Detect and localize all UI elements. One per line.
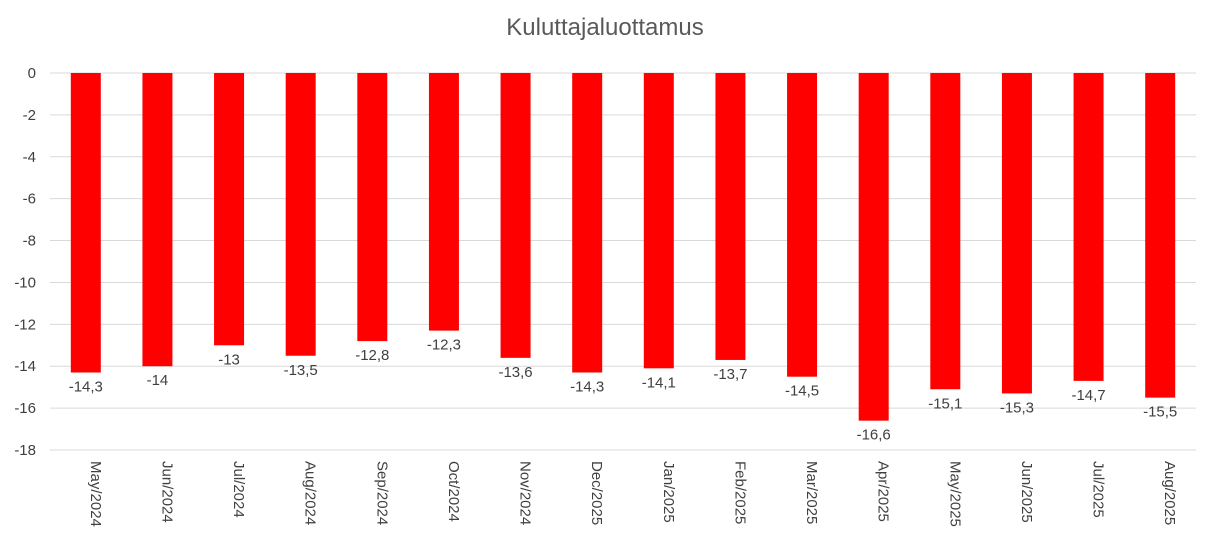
data-label: -14 — [147, 372, 169, 389]
bar — [214, 73, 245, 346]
y-tick-label: -10 — [14, 274, 36, 291]
data-label: -13,6 — [498, 364, 532, 381]
data-label: -15,3 — [1000, 399, 1034, 416]
bar — [428, 73, 459, 331]
data-label: -15,1 — [928, 395, 962, 412]
y-tick-label: -6 — [23, 191, 36, 208]
x-tick-label: Mar/2025 — [803, 461, 820, 524]
x-tick-label: Dec/2025 — [588, 461, 605, 525]
bar — [285, 73, 316, 356]
y-tick-label: -4 — [23, 149, 36, 166]
data-label: -14,3 — [69, 379, 103, 396]
x-tick-label: Aug/2024 — [302, 461, 319, 525]
bar — [1145, 73, 1176, 398]
x-tick-label: Jun/2024 — [158, 461, 175, 523]
y-tick-label: 0 — [28, 65, 36, 82]
bar — [787, 73, 818, 377]
chart-title: Kuluttajaluottamus — [506, 14, 704, 41]
data-label: -14,5 — [785, 383, 819, 400]
x-tick-label: Sep/2024 — [373, 461, 390, 525]
data-label: -13,5 — [284, 362, 318, 379]
y-tick-label: -14 — [14, 358, 36, 375]
data-label: -14,3 — [570, 379, 604, 396]
x-tick-label: Apr/2025 — [875, 461, 892, 522]
data-label: -12,8 — [355, 347, 389, 364]
bar — [715, 73, 746, 360]
bar — [500, 73, 531, 358]
data-label: -16,6 — [857, 427, 891, 444]
y-tick-label: -8 — [23, 233, 36, 250]
x-tick-label: Aug/2025 — [1161, 461, 1178, 525]
bar — [572, 73, 603, 373]
data-label: -13 — [218, 351, 240, 368]
y-tick-label: -12 — [14, 316, 36, 333]
x-tick-label: May/2025 — [946, 461, 963, 527]
x-tick-label: Jun/2025 — [1018, 461, 1035, 523]
bar — [1073, 73, 1104, 381]
x-tick-label: Oct/2024 — [445, 461, 462, 522]
x-tick-label: Jan/2025 — [660, 461, 677, 523]
data-label: -14,1 — [642, 374, 676, 391]
x-tick-label: Nov/2024 — [517, 461, 534, 525]
data-label: -12,3 — [427, 337, 461, 354]
bar — [1001, 73, 1032, 394]
y-tick-label: -2 — [23, 107, 36, 124]
data-label: -13,7 — [713, 366, 747, 383]
bar — [930, 73, 961, 390]
bar — [357, 73, 388, 342]
x-tick-label: Jul/2025 — [1090, 461, 1107, 518]
x-tick-label: May/2024 — [87, 461, 104, 527]
bar — [643, 73, 674, 369]
bar — [142, 73, 173, 367]
bar — [858, 73, 889, 421]
y-tick-label: -16 — [14, 400, 36, 417]
x-tick-label: Jul/2024 — [230, 461, 247, 518]
data-label: -15,5 — [1143, 404, 1177, 421]
data-label: -14,7 — [1071, 387, 1105, 404]
y-tick-label: -18 — [14, 442, 36, 459]
bar — [70, 73, 101, 373]
x-tick-label: Feb/2025 — [731, 461, 748, 524]
